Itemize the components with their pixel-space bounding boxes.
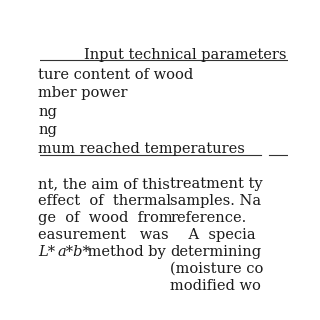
Text: samples. Na: samples. Na — [170, 194, 261, 208]
Text: ng: ng — [38, 123, 57, 137]
Text: modified wo: modified wo — [170, 279, 261, 292]
Text: determining: determining — [170, 245, 261, 259]
Text: effect  of  thermal: effect of thermal — [38, 194, 172, 208]
Text: reference.: reference. — [170, 211, 246, 225]
Text: mum reached temperatures: mum reached temperatures — [38, 141, 245, 156]
Text: a*b*: a*b* — [57, 245, 90, 259]
Text: method by: method by — [84, 245, 166, 259]
Text: (moisture co: (moisture co — [170, 262, 264, 276]
Text: mber power: mber power — [38, 86, 128, 100]
Text: L*: L* — [38, 245, 56, 259]
Text: A  specia: A specia — [170, 228, 256, 242]
Text: ng: ng — [38, 105, 57, 119]
Text: easurement   was: easurement was — [38, 228, 169, 242]
Text: ge  of  wood  from: ge of wood from — [38, 211, 173, 225]
Text: Input technical parameters: Input technical parameters — [84, 48, 286, 62]
Text: nt, the aim of this: nt, the aim of this — [38, 177, 170, 191]
Text: treatment ty: treatment ty — [170, 177, 263, 191]
Text: ture content of wood: ture content of wood — [38, 68, 194, 82]
